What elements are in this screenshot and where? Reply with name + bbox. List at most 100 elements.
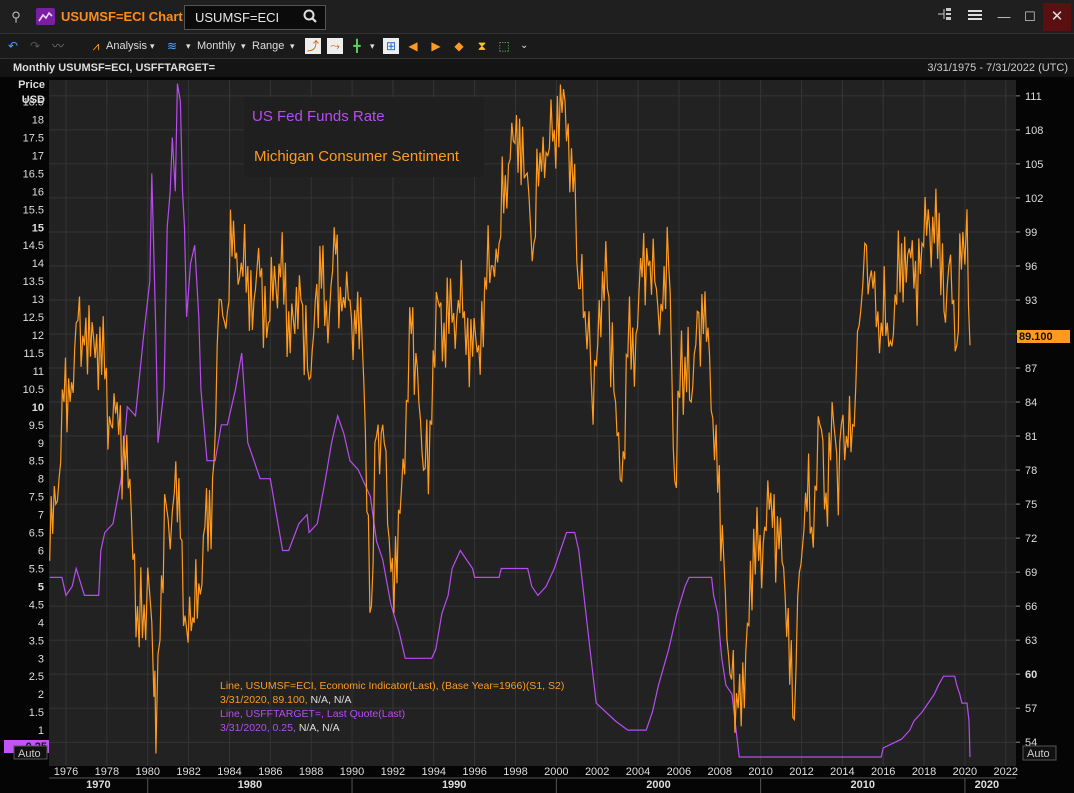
redo-icon[interactable]: ↷	[29, 39, 41, 53]
year-tick-label: 1978	[95, 766, 119, 778]
overlay-icon[interactable]: ≋	[166, 39, 178, 53]
left-tick-label: 18	[32, 115, 44, 127]
left-tick-label: 18.5	[23, 97, 44, 109]
left-tick-label: 4	[38, 617, 44, 629]
link-windows-icon[interactable]	[933, 6, 957, 28]
plot-area[interactable]	[49, 80, 1016, 766]
right-tick-label: 75	[1025, 499, 1037, 511]
grid-lines	[49, 80, 1016, 766]
left-tick-label: 17	[32, 150, 44, 162]
year-tick-label: 2006	[667, 766, 691, 778]
analysis-icon[interactable]: ⩘	[92, 39, 100, 53]
year-tick-label: 2022	[994, 766, 1018, 778]
range-chevron-down-icon[interactable]: ▾	[290, 41, 295, 51]
fed-funds-rate-line[interactable]	[49, 83, 971, 758]
title-bar: ⚲ USUMSF=ECI Chart USUMSF=ECI — ☐ ✕	[0, 0, 1074, 34]
link-icon[interactable]: ⚲	[11, 9, 21, 24]
left-tick-label: 11.5	[23, 348, 44, 360]
info-fed-na: N/A, N/A	[296, 722, 340, 734]
right-tick-label: 105	[1025, 159, 1043, 171]
left-tick-label: 5.5	[29, 563, 44, 575]
chart-toolbar: ↶ ↷ 〰 ⩘ Analysis ▾ ≋ ▾ Monthly ▾ Range ▾…	[0, 34, 1074, 59]
left-tick-label: 5	[38, 581, 44, 593]
left-tick-label: 10.5	[23, 384, 44, 396]
left-tick-label: 15.5	[23, 204, 44, 216]
right-tick-label: 108	[1025, 125, 1043, 137]
left-tick-label: 1.5	[29, 707, 44, 719]
info-fed-desc: Line, USFFTARGET=, Last Quote(Last)	[220, 708, 405, 720]
right-tick-label: 60	[1025, 669, 1037, 681]
decade-label: 1980	[238, 779, 262, 791]
menu-icon[interactable]	[963, 6, 987, 28]
scroll-left-icon[interactable]: ◀	[408, 39, 418, 53]
decade-label: 1970	[86, 779, 110, 791]
year-tick-label: 1996	[462, 766, 486, 778]
right-tick-label: 84	[1025, 397, 1037, 409]
consumer-sentiment-line[interactable]	[49, 84, 971, 754]
left-tick-label: 13.5	[23, 276, 44, 288]
left-tick-label: 14	[32, 258, 44, 270]
left-tick-label: 15	[32, 222, 44, 234]
analysis-chevron-down-icon[interactable]: ▾	[150, 41, 155, 51]
interval-chevron-down-icon[interactable]: ▾	[241, 41, 246, 51]
decade-label: 2000	[646, 779, 670, 791]
chart-app-icon	[36, 8, 55, 25]
left-tick-label: 3	[38, 653, 44, 665]
window-title: USUMSF=ECI Chart	[61, 9, 183, 24]
left-auto-label[interactable]: Auto	[18, 748, 41, 760]
analysis-dropdown[interactable]: Analysis	[106, 40, 147, 52]
minimize-button[interactable]: —	[997, 9, 1011, 24]
select-icon[interactable]: ⬚	[498, 39, 510, 53]
right-tick-label: 96	[1025, 261, 1037, 273]
right-auto-label[interactable]: Auto	[1027, 748, 1050, 760]
left-tick-label: 9.5	[29, 420, 44, 432]
undo-icon[interactable]: ↶	[7, 39, 19, 53]
close-button[interactable]: ✕	[1043, 3, 1071, 31]
ric-input[interactable]: USUMSF=ECI	[195, 10, 280, 25]
date-range-label: 3/31/1975 - 7/31/2022 (UTC)	[927, 62, 1068, 74]
interval-dropdown[interactable]: Monthly	[197, 40, 236, 52]
scroll-right-icon[interactable]: ▶	[431, 39, 441, 53]
left-tick-label: 16	[32, 186, 44, 198]
more-tools-chevron-icon[interactable]: ⌄	[520, 40, 529, 51]
right-tick-label: 78	[1025, 465, 1037, 477]
left-tick-label: 7	[38, 510, 44, 522]
year-tick-label: 2004	[626, 766, 650, 778]
right-tick-label: 93	[1025, 295, 1037, 307]
chart-instruments-title: Monthly USUMSF=ECI, USFFTARGET=	[13, 62, 216, 74]
last-value-sentiment: 89.100	[1019, 331, 1053, 343]
zoom-out-icon[interactable]: ⧗	[477, 39, 487, 53]
left-tick-label: 2.5	[29, 671, 44, 683]
compare-icon[interactable]: ⤳	[327, 38, 343, 54]
right-auto-button[interactable]	[1022, 745, 1057, 761]
restore-button[interactable]: ☐	[1024, 9, 1036, 24]
last-value-sentiment-tag	[1017, 330, 1070, 343]
overlay-chevron-down-icon[interactable]: ▾	[186, 41, 191, 51]
year-tick-label: 2008	[708, 766, 732, 778]
zoom-in-icon[interactable]: ◆	[454, 39, 464, 53]
chart-type-icon[interactable]: ⤴	[305, 38, 321, 54]
search-icon[interactable]	[303, 8, 317, 27]
legend-fed-funds: US Fed Funds Rate	[252, 108, 385, 125]
year-tick-label: 1992	[381, 766, 405, 778]
right-tick-label: 57	[1025, 703, 1037, 715]
ric-search-box[interactable]: USUMSF=ECI	[184, 5, 326, 30]
decade-label: 1990	[442, 779, 466, 791]
year-tick-label: 1984	[217, 766, 241, 778]
crosshair-icon[interactable]: ╋	[353, 39, 361, 53]
year-tick-label: 1998	[503, 766, 527, 778]
left-tick-label: 3.5	[29, 635, 44, 647]
chart-header: Monthly USUMSF=ECI, USFFTARGET= 3/31/197…	[0, 59, 1074, 77]
line-style-icon[interactable]: 〰	[51, 39, 64, 53]
year-tick-label: 2012	[789, 766, 813, 778]
zoom-box-icon[interactable]: ⊞	[383, 38, 399, 54]
left-tick-label: 6.5	[29, 528, 44, 540]
year-tick-label: 1994	[422, 766, 446, 778]
range-dropdown[interactable]: Range	[252, 40, 285, 52]
info-fed-value-text: 3/31/2020, 0.25,	[220, 722, 296, 734]
legend-consumer-sentiment: Michigan Consumer Sentiment	[254, 148, 460, 165]
crosshair-chevron-down-icon[interactable]: ▾	[370, 41, 375, 51]
left-auto-button[interactable]	[13, 745, 48, 760]
chart-canvas[interactable]: 0.511.522.533.544.555.566.577.588.599.51…	[0, 77, 1074, 793]
info-sentiment-value: 3/31/2020, 89.100, N/A, N/A	[220, 694, 351, 706]
